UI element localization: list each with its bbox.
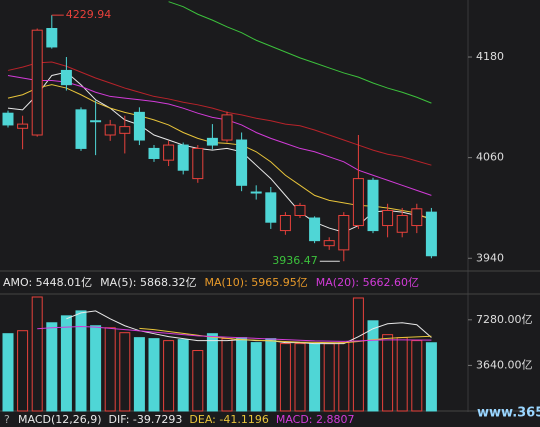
candle-body — [294, 204, 306, 216]
volume-bar — [163, 340, 175, 412]
candle-body — [148, 147, 160, 159]
help-icon: ? — [4, 413, 10, 426]
volume-bar — [279, 343, 291, 412]
volume-legend: MA(20): 5662.60亿 — [316, 276, 419, 289]
volume-bar — [75, 310, 87, 412]
candle-body — [133, 111, 145, 141]
candle-body — [309, 217, 321, 242]
y-tick-label: 3940 — [476, 251, 504, 264]
macd-legend: MACD(12,26,9) — [18, 413, 102, 426]
annotation: 3936.47 — [272, 254, 318, 267]
volume-legend: AMO: 5448.01亿 — [3, 276, 92, 289]
candle-body — [177, 144, 189, 171]
candle-body — [31, 29, 43, 136]
candle-body — [352, 178, 364, 227]
volume-bar — [2, 333, 14, 412]
y-tick-label: 4180 — [476, 50, 504, 63]
volume-bar — [31, 296, 43, 412]
volume-bar — [133, 337, 145, 412]
volume-bar — [265, 338, 277, 412]
volume-bar — [17, 330, 29, 412]
candle-body — [221, 114, 233, 141]
volume-bar — [425, 342, 437, 412]
candle-body — [396, 214, 408, 233]
macd-legend: MACD: 2.8807 — [276, 413, 355, 426]
volume-legend: MA(10): 5965.95亿 — [204, 276, 307, 289]
ma-line — [7, 61, 432, 166]
candle-body — [411, 208, 423, 227]
volume-bar — [382, 334, 394, 412]
candle-body — [206, 137, 218, 146]
candle-body — [90, 120, 102, 123]
ma-line — [168, 1, 432, 104]
candle-body — [265, 192, 277, 223]
volume-legend: MA(5): 5868.32亿 — [100, 276, 196, 289]
macd-legend: DEA: -41.1196 — [189, 413, 268, 426]
candle-body — [2, 112, 14, 126]
volume-bar — [60, 315, 72, 412]
volume-bar — [367, 320, 379, 412]
candle-body — [17, 123, 29, 129]
y-tick-label: 3640.00亿 — [476, 358, 533, 371]
candle-body — [236, 139, 248, 186]
volume-bar — [206, 333, 218, 412]
candle-body — [192, 147, 204, 180]
candle-body — [338, 214, 350, 251]
annotation: 4229.94 — [66, 8, 112, 21]
candle-body — [382, 209, 394, 227]
ma-line — [37, 325, 432, 342]
candle-body — [250, 191, 262, 194]
candle-body — [119, 126, 131, 134]
volume-bar — [177, 339, 189, 412]
volume-bar — [250, 342, 262, 412]
candle-body — [367, 179, 379, 232]
y-tick-label: 4060 — [476, 151, 504, 164]
candle-body — [279, 214, 291, 232]
candle-body — [104, 124, 116, 136]
candle-body — [46, 28, 58, 48]
watermark: www.365jz.com — [477, 406, 540, 421]
y-tick-label: 7280.00亿 — [476, 313, 533, 326]
volume-bar — [294, 343, 306, 412]
candle-body — [323, 240, 335, 247]
volume-bar — [148, 338, 160, 412]
candle-body — [163, 144, 175, 161]
volume-bar — [90, 325, 102, 412]
volume-bar — [46, 322, 58, 412]
volume-bar — [119, 332, 131, 412]
candle-body — [60, 69, 72, 86]
volume-bar — [309, 343, 321, 412]
volume-bar — [192, 350, 204, 412]
candle-body — [75, 109, 87, 149]
volume-bar — [104, 327, 116, 412]
candle-body — [425, 211, 437, 257]
ma-line — [139, 327, 432, 344]
macd-legend: DIF: -39.7293 — [109, 413, 183, 426]
volume-bar — [352, 297, 364, 412]
volume-bar — [236, 337, 248, 412]
ma-line — [7, 74, 432, 196]
volume-bar — [411, 340, 423, 412]
